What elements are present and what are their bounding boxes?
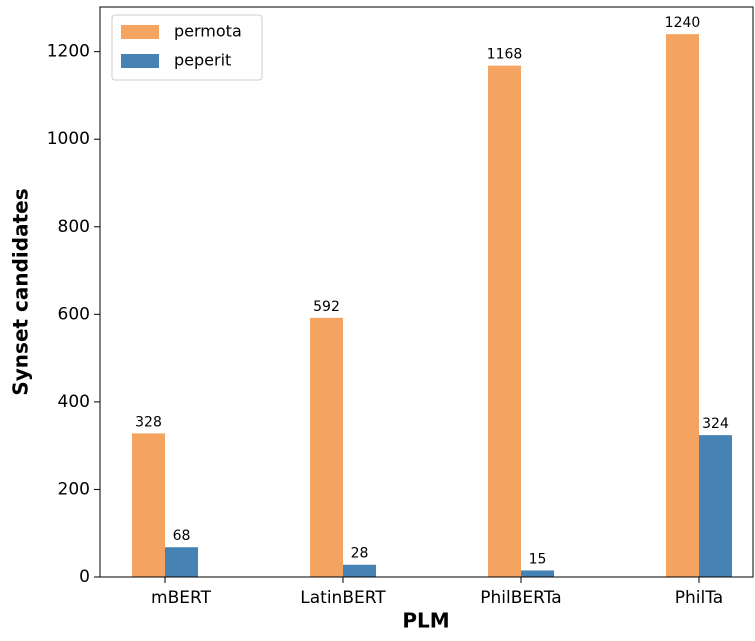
x-tick-label: PhilTa bbox=[675, 588, 723, 608]
y-axis-label: Synset candidates bbox=[9, 188, 33, 395]
value-label: 68 bbox=[173, 528, 191, 544]
y-tick-label: 600 bbox=[58, 304, 90, 324]
bar bbox=[699, 435, 732, 577]
value-label: 592 bbox=[313, 299, 340, 315]
bar bbox=[488, 65, 521, 577]
y-tick-label: 1000 bbox=[47, 129, 90, 149]
y-tick-label: 400 bbox=[58, 392, 90, 412]
y-tick-label: 800 bbox=[58, 217, 90, 237]
legend-swatch bbox=[121, 25, 159, 39]
x-axis-label: PLM bbox=[402, 609, 449, 633]
bar bbox=[343, 564, 376, 577]
y-tick-label: 200 bbox=[58, 479, 90, 499]
bar bbox=[310, 317, 343, 577]
plot-frame bbox=[99, 6, 754, 578]
value-label: 324 bbox=[702, 416, 729, 432]
bar bbox=[521, 570, 554, 577]
value-label: 1168 bbox=[487, 47, 523, 63]
bar bbox=[666, 34, 699, 577]
x-tick-label: mBERT bbox=[151, 588, 212, 608]
legend-swatch bbox=[121, 54, 159, 68]
y-tick-label: 1200 bbox=[47, 42, 90, 62]
bar bbox=[132, 433, 165, 577]
y-tick-label: 0 bbox=[79, 567, 90, 587]
value-label: 15 bbox=[529, 551, 547, 567]
x-tick-label: PhilBERTa bbox=[480, 588, 561, 608]
legend-label: peperit bbox=[174, 51, 231, 70]
value-label: 328 bbox=[135, 414, 162, 430]
value-label: 1240 bbox=[665, 15, 701, 31]
legend-label: permota bbox=[174, 22, 242, 41]
x-tick-label: LatinBERT bbox=[300, 588, 386, 608]
value-label: 28 bbox=[351, 546, 369, 562]
bar bbox=[165, 547, 198, 577]
